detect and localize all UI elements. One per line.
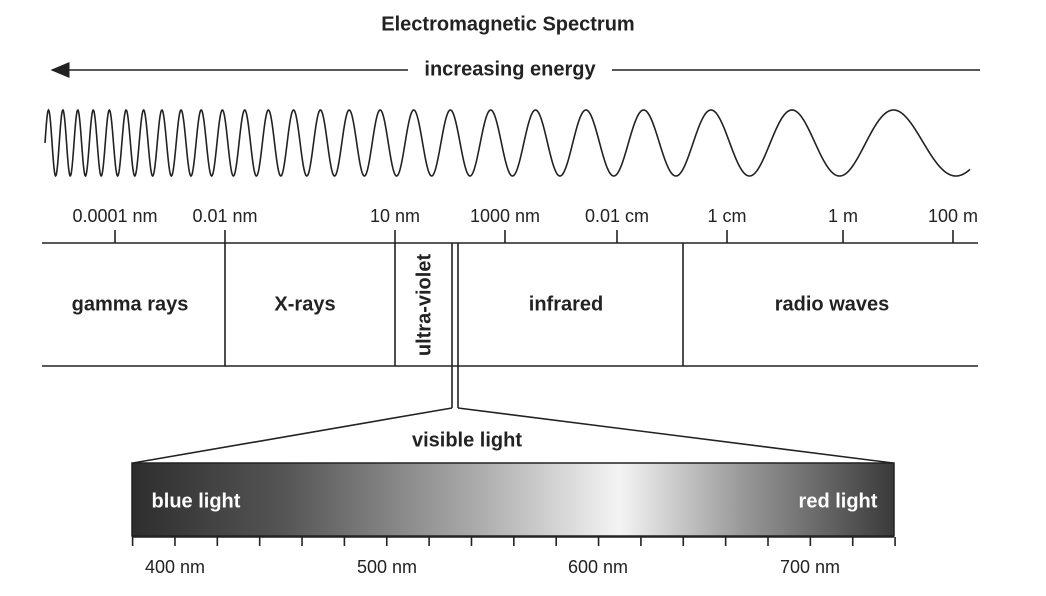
visible-label: visible light — [412, 429, 522, 451]
visible-scale: 400 nm 500 nm 600 nm 700 nm — [131, 536, 896, 577]
axis-label: 700 nm — [780, 557, 840, 577]
title: Electromagnetic Spectrum — [381, 13, 634, 35]
scale-label: 100 m — [928, 206, 978, 226]
wave — [44, 108, 971, 178]
visible-gradient — [131, 462, 895, 537]
axis-label: 500 nm — [357, 557, 417, 577]
scale-label: 0.0001 nm — [72, 206, 157, 226]
energy-label: increasing energy — [424, 58, 596, 80]
region-label: X-rays — [274, 293, 335, 315]
red-light-label: red light — [799, 490, 878, 512]
scale-label: 10 nm — [370, 206, 420, 226]
wavelength-scale: 0.0001 nm 0.01 nm 10 nm 1000 nm 0.01 cm 1 cm 1… — [72, 206, 978, 243]
zoom-line — [457, 407, 894, 464]
scale-label: 1000 nm — [470, 206, 540, 226]
scale-label: 0.01 nm — [192, 206, 257, 226]
region-label: radio waves — [775, 293, 890, 315]
axis-label: 600 nm — [568, 557, 628, 577]
axis-label: 400 nm — [145, 557, 205, 577]
region-label: infrared — [529, 293, 603, 315]
label-bg — [408, 58, 612, 82]
region-label: ultra-violet — [413, 254, 435, 357]
scale-label: 1 m — [828, 206, 858, 226]
zoom-line — [132, 407, 453, 464]
scale-label: 0.01 cm — [585, 206, 649, 226]
region-label: gamma rays — [72, 293, 189, 315]
scale-label: 1 cm — [707, 206, 746, 226]
blue-light-label: blue light — [152, 490, 241, 512]
